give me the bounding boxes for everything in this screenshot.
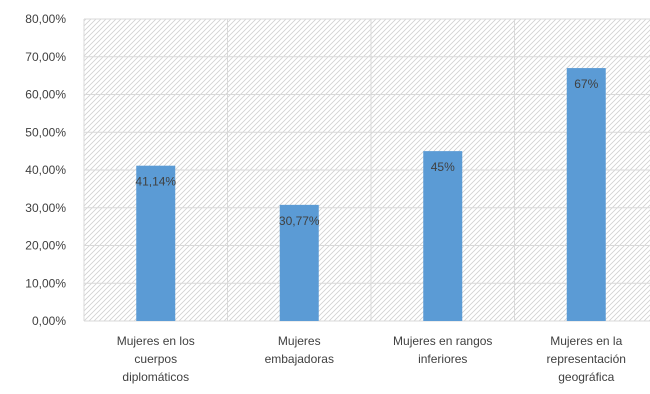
y-tick-label: 30,00% bbox=[25, 201, 66, 215]
x-category-label: representación bbox=[547, 352, 626, 366]
bar bbox=[566, 68, 606, 321]
x-category-label: embajadoras bbox=[265, 352, 334, 366]
y-tick-label: 60,00% bbox=[25, 88, 66, 102]
bars bbox=[136, 68, 606, 321]
x-category-label: Mujeres en rangos bbox=[393, 334, 492, 348]
gridlines bbox=[83, 18, 650, 322]
data-label: 45% bbox=[431, 160, 455, 174]
y-tick-label: 40,00% bbox=[25, 163, 66, 177]
data-label: 67% bbox=[574, 77, 598, 91]
y-tick-label: 10,00% bbox=[25, 276, 66, 290]
x-category-label: diplomáticos bbox=[122, 370, 189, 384]
y-tick-label: 50,00% bbox=[25, 125, 66, 139]
x-category-label: Mujeres en los bbox=[117, 334, 195, 348]
bar bbox=[423, 151, 463, 321]
bar bbox=[279, 204, 319, 321]
data-labels: 41,14% 30,77% 45% 67% bbox=[135, 77, 598, 228]
x-category-label: inferiores bbox=[418, 352, 467, 366]
y-tick-label: 0,00% bbox=[32, 314, 66, 328]
y-tick-label: 80,00% bbox=[25, 12, 66, 26]
data-label: 30,77% bbox=[279, 214, 320, 228]
x-category-label: Mujeres bbox=[278, 334, 321, 348]
x-category-label: cuerpos bbox=[134, 352, 177, 366]
data-label: 41,14% bbox=[135, 175, 176, 189]
bar bbox=[136, 165, 176, 321]
y-tick-label: 20,00% bbox=[25, 239, 66, 253]
y-axis-tick-labels: 0,00% 10,00% 20,00% 30,00% 40,00% 50,00% 60,00… bbox=[25, 12, 66, 328]
x-category-label: Mujeres en la bbox=[550, 334, 622, 348]
x-category-label: geográfica bbox=[558, 370, 614, 384]
x-axis-category-labels: Mujeres en los cuerpos diplomáticos Mujeres… bbox=[117, 334, 626, 384]
y-tick-label: 70,00% bbox=[25, 50, 66, 64]
